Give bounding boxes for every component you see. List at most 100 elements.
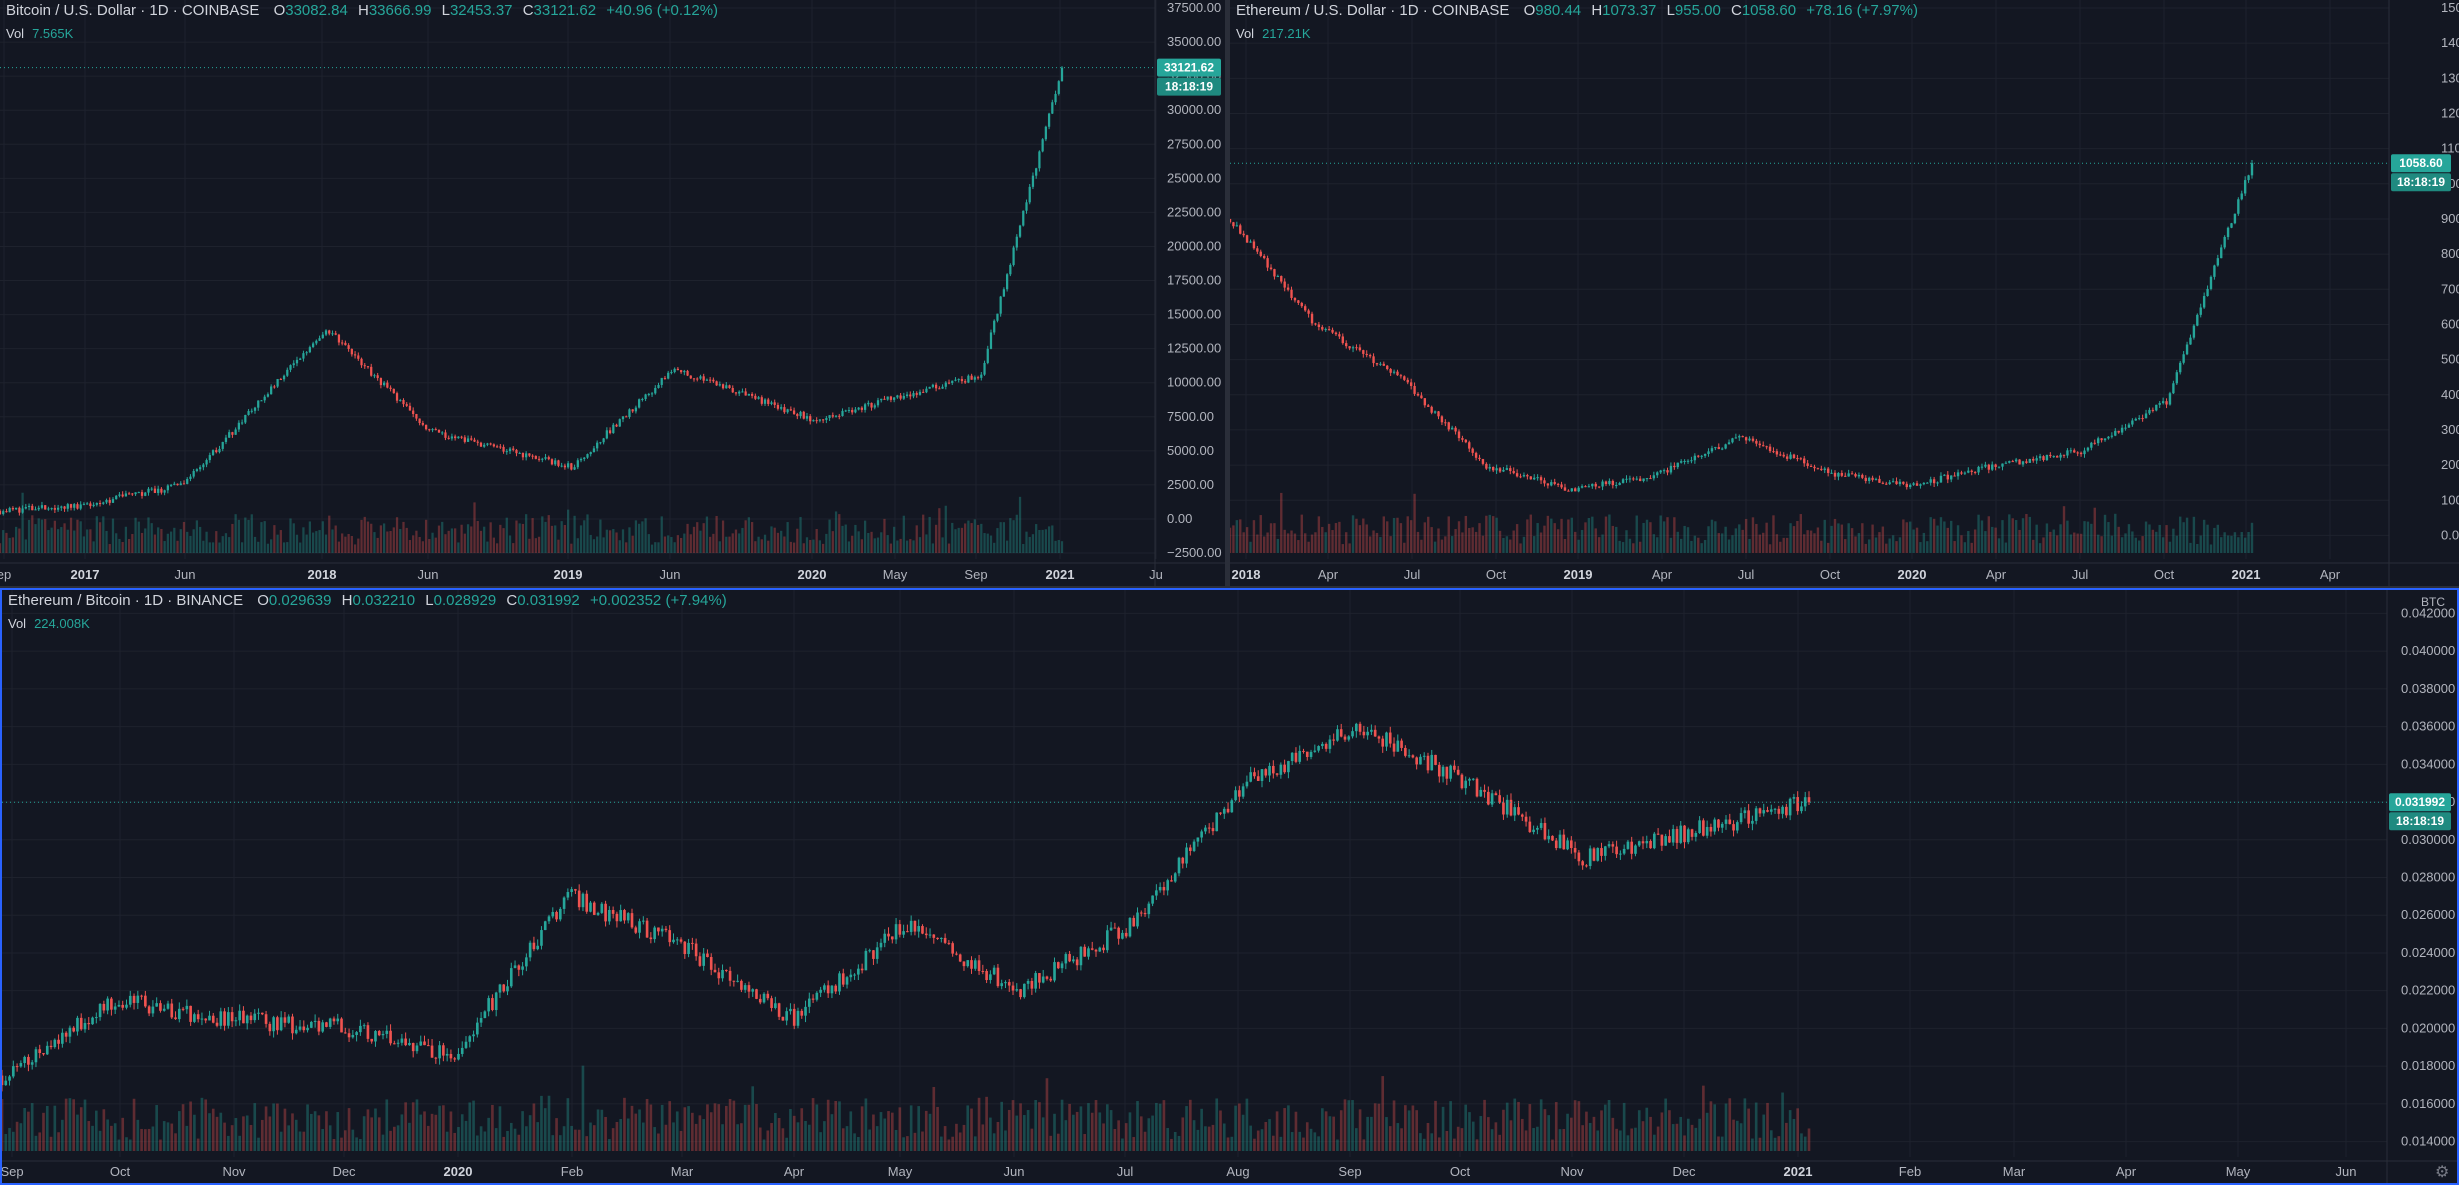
candle-body [922,391,925,393]
candle-body [947,382,951,384]
volume-legend[interactable]: Vol 7.565K [6,26,74,41]
price-chart[interactable]: 0.0420000.0400000.0380000.0360000.034000… [2,590,2457,1183]
symbol-title[interactable]: Ethereum / U.S. Dollar · 1D · COINBASE [1236,2,1510,19]
candle-body [1556,483,1560,485]
volume-bar [1546,515,1550,553]
volume-bar [2158,524,2161,553]
candle-body [1283,281,1286,288]
volume-bar [1400,1128,1403,1151]
candle-body [1577,852,1581,862]
y-axis-tick-label: 0.040000 [2401,643,2455,658]
candle-body [1683,825,1686,843]
candle-body [189,1005,192,1022]
candle-body [1041,976,1045,983]
volume-bar [604,1116,607,1151]
candle-body [449,1053,453,1059]
candle-body [1098,947,1102,952]
candle-body [712,379,715,382]
candle-body [2079,452,2083,455]
candle-body [736,980,739,982]
chart-pane-btcusd[interactable]: Bitcoin / U.S. Dollar · 1D · COINBASE O3… [0,0,1225,586]
price-chart[interactable]: 37500.0035000.0032500.0030000.0027500.00… [0,0,1225,586]
symbol-title[interactable]: Ethereum / Bitcoin · 1D · BINANCE [8,592,244,609]
candle-body [751,989,755,992]
candle-body [270,386,273,395]
volume-bar [47,530,50,553]
price-chart[interactable]: 1500.001400.001300.001200.001100.001000.… [1230,0,2459,586]
volume-bar [344,536,347,553]
y-axis-tick-label: 600.00 [2441,316,2459,331]
candle-body [851,409,854,413]
volume-bar [211,1108,215,1151]
candle-body [1276,276,1280,278]
volume-bar [1570,517,1573,553]
volume-bar [1090,1112,1094,1151]
volume-bar [1242,532,1245,553]
candle-body [49,1045,53,1048]
candle-body [1132,917,1136,927]
candle-body [547,457,550,460]
pane-separator-horizontal[interactable] [0,586,2459,588]
candle-body [170,1003,174,1018]
chart-pane-ethbtc[interactable]: Ethereum / Bitcoin · 1D · BINANCE O0.029… [0,588,2459,1185]
volume-bar [1158,1103,1162,1151]
volume-bar [98,522,102,553]
candle-body [673,368,676,373]
candle-body [938,388,941,390]
candle-body [331,333,334,335]
candle-body [1483,789,1486,792]
candle-body [2172,383,2175,394]
candle-body [1332,739,1335,741]
candle-body [1803,458,1806,464]
chart-pane-ethusd[interactable]: Ethereum / U.S. Dollar · 1D · COINBASE O… [1230,0,2459,586]
candle-body [521,452,525,458]
candle-body [1461,438,1464,440]
volume-legend[interactable]: Vol 217.21K [1236,26,1311,41]
candle-body [1519,476,1522,478]
x-axis-tick-label: Oct [1820,567,1841,582]
volume-bar [1047,526,1051,553]
candle-body [502,984,506,992]
candle-body [1800,806,1803,812]
candle-body [1782,454,1785,457]
candle-body [883,398,886,400]
candle-body [266,394,270,397]
last-price-badge [1157,58,1221,77]
candle-body [792,1008,796,1026]
volume-bar [872,1114,875,1151]
pane-separator-vertical[interactable] [1225,0,1230,586]
change-value: +78.16 (+7.97%) [1806,2,1918,19]
volume-bar [1083,1134,1087,1151]
volume-bar [531,518,534,553]
candle-body [1703,453,1707,456]
candle-body [2158,403,2161,405]
candle-body [1693,455,1697,461]
volume-bar [1293,533,1297,553]
symbol-title[interactable]: Bitcoin / U.S. Dollar · 1D · COINBASE [6,2,260,19]
y-axis-tick-label: 0.022000 [2401,983,2455,998]
candle-body [247,411,250,415]
candle-body [630,913,634,928]
candle-body [173,483,176,485]
candle-body [857,968,860,975]
candle-body [76,504,79,509]
candle-body [619,910,622,922]
volume-bar [1788,1110,1792,1151]
volume-value: 7.565K [32,26,74,41]
volume-legend[interactable]: Vol 224.008K [8,616,90,631]
candle-body [1984,464,1987,467]
volume-bar [61,1119,64,1151]
volume-bar [1991,526,1994,553]
volume-bar [525,1126,528,1151]
volume-bar [1581,1125,1584,1151]
countdown-badge [2391,173,2451,192]
volume-bar [238,1135,241,1151]
candle-body [1591,483,1594,487]
volume-bar [857,1136,860,1151]
volume-bar [1515,524,1519,553]
volume-bar [909,1105,913,1151]
volume-bar [876,537,880,553]
candle-body [1381,738,1385,747]
candle-body [506,986,509,992]
candle-body [773,402,776,405]
